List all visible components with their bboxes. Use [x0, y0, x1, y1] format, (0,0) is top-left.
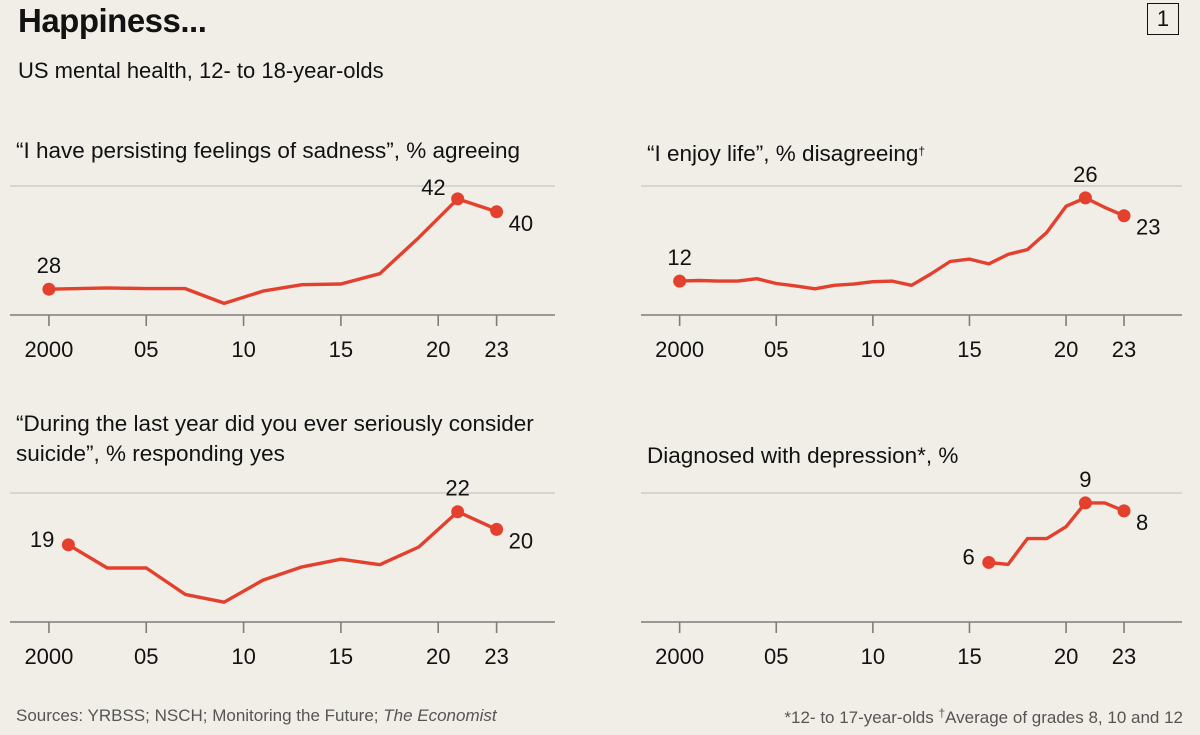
panel-1-data-label: 28 — [37, 253, 61, 278]
panel-4-title-text: Diagnosed with depression*, % — [647, 443, 959, 468]
panel-4-x-tick-label: 15 — [957, 644, 981, 669]
panel-2-title-text: “I enjoy life”, % disagreeing — [647, 141, 919, 166]
panel-4-point-marker — [1117, 504, 1131, 518]
panel-2-data-label: 23 — [1136, 215, 1160, 240]
panel-3-x-tick-label: 20 — [426, 644, 450, 669]
source-publication: The Economist — [383, 706, 497, 725]
panel-2-point-marker — [1117, 209, 1131, 223]
footnote-grades: Average of grades 8, 10 and 12 — [945, 708, 1183, 727]
chart-title: Happiness... — [18, 2, 207, 39]
panel-1-data-label: 42 — [421, 175, 445, 200]
panel-4-x-tick-label: 20 — [1054, 644, 1078, 669]
panel-1-title: “I have persisting feelings of sadness”,… — [16, 136, 520, 166]
source-note: Sources: YRBSS; NSCH; Monitoring the Fut… — [16, 706, 497, 726]
panel-2-x-tick-label: 2000 — [655, 337, 704, 362]
panel-1-x-tick-label: 20 — [426, 337, 450, 362]
panel-1-x-tick-label: 05 — [134, 337, 158, 362]
source-text: Sources: YRBSS; NSCH; Monitoring the Fut… — [16, 706, 384, 725]
panel-1-x-tick-label: 2000 — [24, 337, 73, 362]
panel-1-point-marker — [42, 282, 56, 296]
panel-2-series-line — [677, 196, 1126, 291]
panel-1-x-tick-label: 15 — [329, 337, 353, 362]
panel-2-title: “I enjoy life”, % disagreeing† — [647, 136, 925, 169]
panel-2-data-label: 26 — [1073, 162, 1097, 187]
panel-4-series-line — [987, 501, 1126, 567]
panel-4-x-tick-label: 23 — [1112, 644, 1136, 669]
panel-3-data-label: 22 — [445, 476, 469, 501]
panel-3-x-tick-label: 05 — [134, 644, 158, 669]
panel-3-point-marker — [61, 538, 75, 552]
panel-2-point-marker — [1078, 191, 1092, 205]
panel-3-title: “During the last year did you ever serio… — [16, 409, 536, 469]
panel-1-point-marker — [451, 192, 465, 206]
panel-1-point-marker — [490, 205, 504, 219]
panel-2-x-tick-label: 10 — [861, 337, 885, 362]
panel-1-title-text: “I have persisting feelings of sadness”,… — [16, 138, 521, 163]
panel-4-data-label: 6 — [963, 544, 975, 569]
panel-3-series-line — [66, 510, 499, 604]
panel-4-point-marker — [1078, 496, 1092, 510]
panel-3-point-marker — [451, 505, 465, 519]
panel-4-data-label: 9 — [1079, 467, 1091, 492]
panel-2-x-tick-label: 15 — [957, 337, 981, 362]
panel-2-x-tick-label: 05 — [764, 337, 788, 362]
panel-3-x-tick-label: 2000 — [24, 644, 73, 669]
panel-4-title: Diagnosed with depression*, % — [647, 441, 958, 471]
panel-3-x-tick-label: 15 — [329, 644, 353, 669]
panel-3-x-tick-label: 10 — [231, 644, 255, 669]
footnotes: *12- to 17-year-olds †Average of grades … — [784, 706, 1183, 728]
footnote-age: *12- to 17-year-olds — [784, 708, 939, 727]
panel-2-x-tick-label: 23 — [1112, 337, 1136, 362]
panel-3-data-label: 20 — [509, 528, 533, 553]
footnote-dagger: † — [938, 706, 946, 720]
panel-2-x-tick-label: 20 — [1054, 337, 1078, 362]
panel-2-point-marker — [673, 274, 687, 288]
panel-1-series-line — [47, 197, 499, 306]
chart-number-badge: 1 — [1147, 3, 1179, 35]
panel-4-x-tick-label: 05 — [764, 644, 788, 669]
chart-subtitle: US mental health, 12- to 18-year-olds — [18, 58, 384, 83]
panel-3-data-label: 19 — [30, 527, 54, 552]
panel-2-data-label: 12 — [667, 245, 691, 270]
panel-3-title-text: “During the last year did you ever serio… — [16, 411, 534, 466]
panel-3-x-tick-label: 23 — [484, 644, 508, 669]
panel-4-data-label: 8 — [1136, 510, 1148, 535]
panel-4-x-tick-label: 10 — [861, 644, 885, 669]
panel-1-x-tick-label: 23 — [484, 337, 508, 362]
panel-4-x-tick-label: 2000 — [655, 644, 704, 669]
panel-2-title-dagger: † — [918, 144, 926, 158]
panel-4-point-marker — [982, 555, 996, 569]
panel-1-x-tick-label: 10 — [231, 337, 255, 362]
panel-1-data-label: 40 — [509, 211, 533, 236]
panel-3-point-marker — [490, 522, 504, 536]
